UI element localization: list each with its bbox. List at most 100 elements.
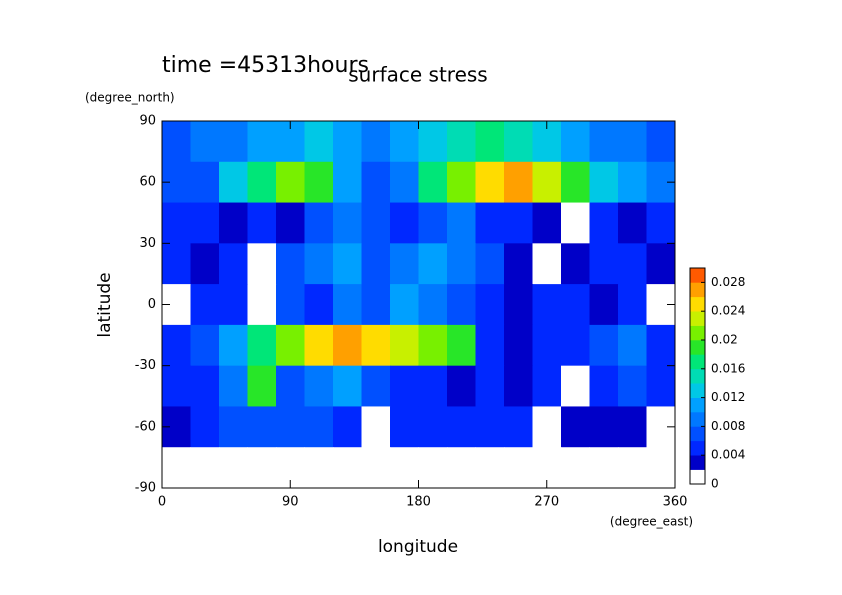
cell bbox=[190, 202, 220, 244]
x-tick-label: 360 bbox=[663, 495, 688, 510]
cell bbox=[219, 324, 248, 367]
cell bbox=[418, 202, 448, 244]
colorbar-label: 0.02 bbox=[711, 333, 738, 347]
cell bbox=[219, 161, 248, 204]
cell bbox=[390, 447, 419, 489]
cell bbox=[589, 447, 619, 489]
cell bbox=[247, 447, 277, 489]
cell bbox=[504, 447, 533, 489]
cell bbox=[162, 447, 191, 489]
cell bbox=[162, 243, 191, 285]
cell bbox=[561, 406, 590, 448]
cell bbox=[475, 365, 505, 407]
cell bbox=[561, 243, 590, 285]
cell bbox=[361, 202, 391, 244]
cell bbox=[475, 447, 505, 489]
x-tick-label: 270 bbox=[534, 495, 559, 510]
cell bbox=[247, 406, 277, 448]
cell bbox=[447, 447, 476, 489]
cell bbox=[561, 365, 590, 407]
cell bbox=[247, 121, 277, 163]
cell bbox=[589, 121, 619, 163]
colorbar-band bbox=[690, 282, 705, 298]
cell bbox=[475, 161, 505, 204]
cell bbox=[219, 284, 248, 326]
cell bbox=[561, 447, 590, 489]
cell bbox=[447, 324, 476, 367]
colorbar-band bbox=[690, 325, 705, 341]
cell bbox=[646, 202, 676, 244]
cell bbox=[504, 406, 533, 448]
cell bbox=[447, 161, 476, 204]
cell bbox=[247, 202, 277, 244]
cell bbox=[304, 284, 334, 326]
cell bbox=[247, 284, 277, 326]
axes: 0 90 180 270 360 -90 -60 -30 0 30 60 90 0 0.004 0.008 0… bbox=[135, 114, 746, 510]
cell bbox=[418, 161, 448, 204]
cell bbox=[276, 324, 305, 367]
cell bbox=[447, 243, 476, 285]
cell bbox=[304, 243, 334, 285]
colorbar-label: 0.004 bbox=[711, 448, 745, 462]
cell bbox=[361, 406, 391, 448]
cell bbox=[561, 324, 590, 367]
y-tick-label: -30 bbox=[135, 358, 156, 373]
cell bbox=[418, 447, 448, 489]
cell bbox=[304, 447, 334, 489]
cell bbox=[475, 284, 505, 326]
cell bbox=[532, 324, 562, 367]
cell bbox=[333, 243, 362, 285]
cell bbox=[504, 121, 533, 163]
cell bbox=[390, 202, 419, 244]
x-tick-label: 90 bbox=[282, 495, 299, 510]
colorbar-label: 0 bbox=[711, 477, 719, 491]
cell bbox=[333, 447, 362, 489]
cell bbox=[532, 365, 562, 407]
cell bbox=[190, 324, 220, 367]
cell bbox=[304, 161, 334, 204]
cell bbox=[304, 365, 334, 407]
cell bbox=[390, 243, 419, 285]
cell bbox=[333, 324, 362, 367]
colorbar-label: 0.016 bbox=[711, 361, 745, 375]
cell bbox=[390, 324, 419, 367]
colorbar-label: 0.008 bbox=[711, 419, 745, 433]
cell bbox=[333, 284, 362, 326]
cell bbox=[589, 406, 619, 448]
cell bbox=[418, 406, 448, 448]
cell bbox=[333, 121, 362, 163]
cell bbox=[190, 243, 220, 285]
cell bbox=[333, 365, 362, 407]
y-tick-label: -60 bbox=[135, 419, 156, 434]
cell bbox=[618, 161, 647, 204]
colorbar-band bbox=[690, 383, 705, 398]
cell bbox=[162, 202, 191, 244]
cell bbox=[276, 406, 305, 448]
colorbar-band bbox=[690, 412, 705, 427]
colorbar-band bbox=[690, 426, 705, 442]
cell bbox=[247, 161, 277, 204]
cell bbox=[162, 365, 191, 407]
cell bbox=[219, 447, 248, 489]
chart-title: surface stress bbox=[348, 63, 487, 87]
cell bbox=[561, 161, 590, 204]
cell bbox=[618, 365, 647, 407]
cell bbox=[304, 202, 334, 244]
cell bbox=[390, 121, 419, 163]
cell bbox=[361, 324, 391, 367]
cell bbox=[247, 365, 277, 407]
colorbar-band bbox=[690, 455, 705, 470]
cell bbox=[504, 284, 533, 326]
cell bbox=[589, 161, 619, 204]
cell bbox=[589, 324, 619, 367]
cell bbox=[504, 324, 533, 367]
colorbar-band bbox=[690, 368, 705, 384]
cell bbox=[618, 121, 647, 163]
cell bbox=[447, 121, 476, 163]
cell bbox=[219, 365, 248, 407]
colorbar-band bbox=[690, 354, 705, 370]
cell bbox=[475, 324, 505, 367]
cell bbox=[190, 121, 220, 163]
cell bbox=[618, 284, 647, 326]
